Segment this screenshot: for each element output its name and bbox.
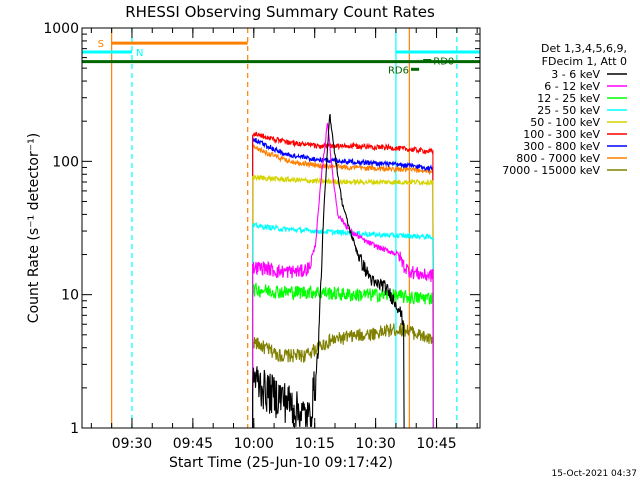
legend-label-12-25-kev: 12 - 25 keV bbox=[537, 92, 600, 105]
series-line-3-6-kev bbox=[252, 114, 405, 428]
series-line-100-300-kev bbox=[252, 131, 434, 428]
series-line-12-25-kev bbox=[252, 282, 434, 428]
y-tick-label: 1 bbox=[70, 421, 79, 437]
x-tick-label: 10:45 bbox=[416, 436, 456, 452]
chart-title: RHESSI Observing Summary Count Rates bbox=[125, 3, 435, 21]
series-line-300-800-kev bbox=[252, 136, 434, 428]
y-tick-label: 1000 bbox=[43, 21, 79, 37]
legend-label-300-800-kev: 300 - 800 keV bbox=[523, 140, 600, 153]
interval-label-rd0: RD0 bbox=[433, 57, 454, 68]
x-tick-label: 10:15 bbox=[295, 436, 335, 452]
series-line-50-100-kev bbox=[252, 174, 434, 428]
interval-label-rd6: RD6 bbox=[388, 65, 409, 76]
interval-labels: S N RD6 RD0 bbox=[98, 39, 455, 76]
x-axis: 09:30 09:45 10:00 10:15 10:30 10:45 bbox=[90, 28, 478, 452]
series-line-7000-15000-kev bbox=[252, 322, 434, 428]
legend-header-line: Det 1,3,4,5,6,9, bbox=[541, 42, 627, 55]
legend-label-25-50-kev: 25 - 50 keV bbox=[537, 104, 600, 117]
legend-label-800-7000-kev: 800 - 7000 keV bbox=[516, 152, 600, 165]
footer-timestamp: 15-Oct-2021 04:37 bbox=[552, 469, 637, 479]
y-tick-label: 10 bbox=[61, 288, 79, 304]
y-axis-label: Count Rate (s⁻¹ detector⁻¹) bbox=[26, 133, 42, 323]
x-axis-label: Start Time (25-Jun-10 09:17:42) bbox=[169, 455, 393, 471]
y-tick-label: 100 bbox=[52, 154, 79, 170]
legend-label-100-300-kev: 100 - 300 keV bbox=[523, 128, 600, 141]
legend-label-6-12-kev: 6 - 12 keV bbox=[544, 80, 600, 93]
annotation-layer bbox=[82, 28, 480, 428]
legend-label-7000-15000-kev: 7000 - 15000 keV bbox=[502, 164, 600, 177]
x-tick-label: 09:45 bbox=[173, 436, 213, 452]
y-axis: 1 10 100 1000 bbox=[43, 21, 480, 437]
plot-frame bbox=[81, 27, 481, 429]
interval-label-n: N bbox=[136, 48, 143, 59]
legend-label-50-100-kev: 50 - 100 keV bbox=[530, 116, 600, 129]
series-line-25-50-kev bbox=[252, 221, 434, 428]
x-tick-label: 10:00 bbox=[234, 436, 274, 452]
legend: Det 1,3,4,5,6,9,FDecim 1, Att 03 - 6 keV… bbox=[502, 42, 627, 177]
series-line-6-12-kev bbox=[252, 122, 434, 428]
series-layer bbox=[252, 114, 434, 428]
x-tick-label: 10:30 bbox=[355, 436, 395, 452]
legend-header-line: FDecim 1, Att 0 bbox=[542, 55, 627, 68]
interval-label-s: S bbox=[98, 39, 104, 50]
series-line-800-7000-kev bbox=[252, 143, 434, 428]
x-tick-label: 09:30 bbox=[112, 436, 152, 452]
legend-label-3-6-kev: 3 - 6 keV bbox=[551, 68, 600, 81]
